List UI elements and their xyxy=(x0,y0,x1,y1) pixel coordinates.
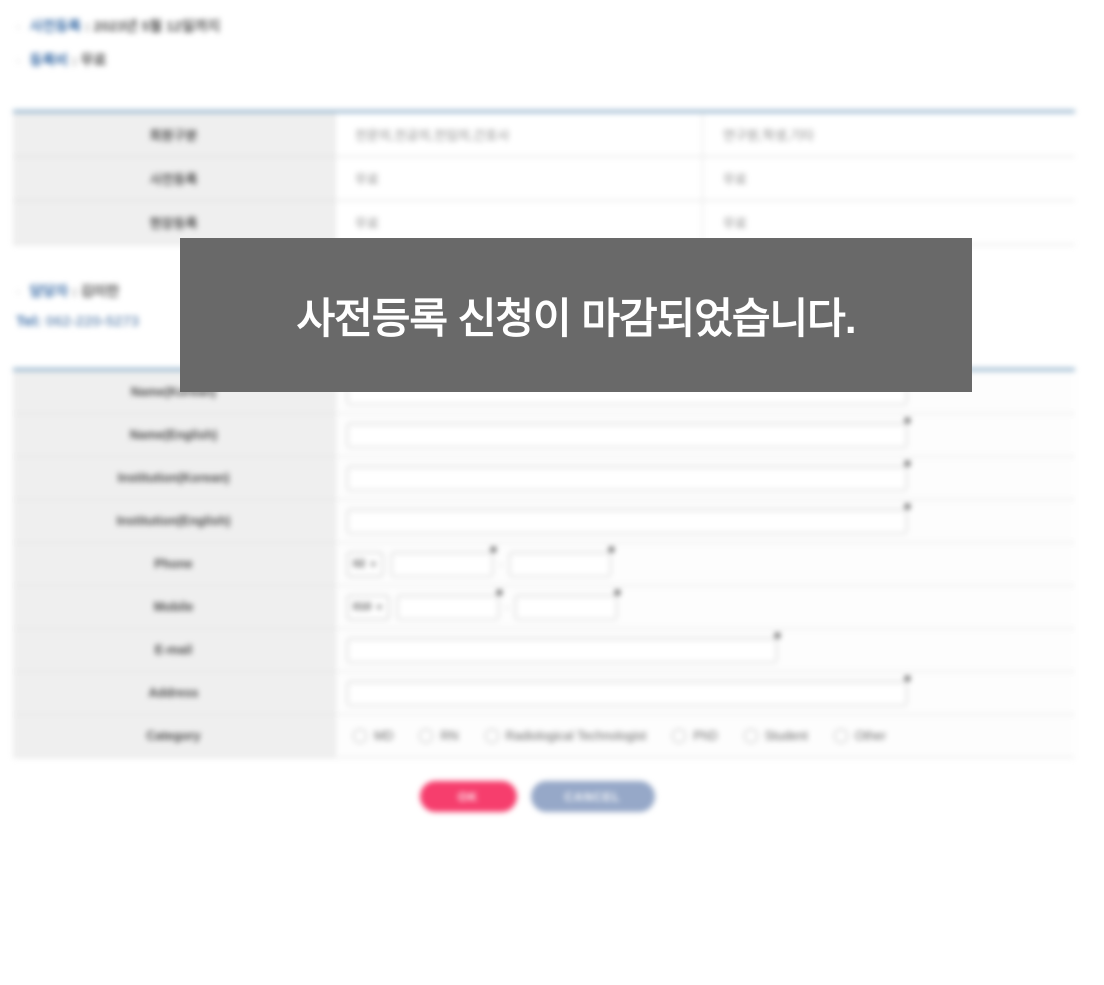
manager-label: 담당자 xyxy=(29,283,69,299)
chevron-down-icon: ▼ xyxy=(375,602,384,612)
dash-separator: - xyxy=(499,557,504,571)
address-input[interactable] xyxy=(347,680,907,706)
form-row-category: Category MD RN Radiological xyxy=(13,715,1075,758)
table-row: 회원구분 전문의,전공의,전임의,간호사 연구원,학생,기타 xyxy=(13,113,1075,157)
required-mark xyxy=(905,675,910,681)
required-mark xyxy=(497,589,503,595)
email-input[interactable] xyxy=(347,637,777,663)
mobile-prefix-selected: 010 xyxy=(353,601,372,613)
form-row-name-english: Name(English) xyxy=(13,414,1075,457)
registration-closed-message: 사전등록 신청이 마감되었습니다. xyxy=(296,294,857,342)
institution-korean-input[interactable] xyxy=(347,465,907,491)
ok-button[interactable]: OK xyxy=(419,781,517,812)
fee-row-header: 사전등록 xyxy=(13,157,335,200)
radio-icon xyxy=(833,729,848,743)
required-mark xyxy=(905,460,910,466)
field-label: Address xyxy=(13,672,335,714)
table-row: 현장등록 무료 무료 xyxy=(13,201,1075,245)
fee-cell: 무료 xyxy=(335,201,703,244)
prereg-label: 사전등록 xyxy=(29,18,82,34)
tel-line: Tel: 062-220-5273 xyxy=(16,313,139,330)
phone-area-select[interactable]: 02 ▼ xyxy=(347,551,384,577)
tel-number: 062-220-5273 xyxy=(45,313,140,330)
bullet: · xyxy=(16,52,21,68)
fee-cell: 무료 xyxy=(703,201,1075,244)
fee-cell: 전문의,전공의,전임의,간호사 xyxy=(335,113,703,156)
prereg-deadline-line: · 사전등록 : 2023년 5월 12일까지 xyxy=(16,16,220,36)
category-radio-md[interactable]: MD xyxy=(353,729,393,743)
phone-last-input[interactable] xyxy=(509,551,612,577)
field-label: Phone xyxy=(13,543,335,585)
fee-table: 회원구분 전문의,전공의,전임의,간호사 연구원,학생,기타 사전등록 무료 무… xyxy=(13,110,1075,245)
fee-row-header: 회원구분 xyxy=(13,113,335,156)
mobile-last-input[interactable] xyxy=(515,594,618,620)
registration-closed-banner: 사전등록 신청이 마감되었습니다. xyxy=(180,238,972,392)
category-radio-radiological-technologist[interactable]: Radiological Technologist xyxy=(484,729,647,743)
fee-cell: 연구원,학생,기타 xyxy=(703,113,1075,156)
radio-label: Student xyxy=(764,729,808,743)
category-radio-rn[interactable]: RN xyxy=(419,729,459,743)
fee-label: 등록비 xyxy=(29,52,69,68)
bullet: · xyxy=(16,283,21,299)
field-label: Name(English) xyxy=(13,414,335,456)
required-mark xyxy=(609,546,615,552)
required-mark xyxy=(615,589,621,595)
phone-area-selected: 02 xyxy=(353,558,366,570)
form-actions: OK CANCEL xyxy=(0,781,1104,812)
category-radio-phd[interactable]: PhD xyxy=(672,729,718,743)
prereg-value: : 2023년 5월 12일까지 xyxy=(84,18,221,34)
field-label: Category xyxy=(13,715,335,757)
bullet: · xyxy=(16,18,21,34)
radio-icon xyxy=(743,729,758,743)
form-row-institution-english: Institution(English) xyxy=(13,500,1075,543)
manager-line: · 담당자 : 김미란 xyxy=(16,281,119,301)
field-label: Mobile xyxy=(13,586,335,628)
radio-label: Other xyxy=(854,729,887,743)
registration-form: Name(Korean) Name(English) Institution(K… xyxy=(13,368,1075,758)
fee-line: · 등록비 : 무료 xyxy=(16,50,106,70)
table-row: 사전등록 무료 무료 xyxy=(13,157,1075,201)
fee-cell: 무료 xyxy=(335,157,703,200)
radio-icon xyxy=(419,729,434,743)
category-radio-other[interactable]: Other xyxy=(833,729,887,743)
radio-label: PhD xyxy=(693,729,718,743)
mobile-mid-input[interactable] xyxy=(397,594,500,620)
form-row-institution-korean: Institution(Korean) xyxy=(13,457,1075,500)
dash-separator: - xyxy=(505,600,510,614)
required-mark xyxy=(905,503,910,509)
tel-label: Tel: xyxy=(16,313,42,330)
fee-cell: 무료 xyxy=(703,157,1075,200)
required-mark xyxy=(905,417,910,423)
institution-english-input[interactable] xyxy=(347,508,907,534)
fee-value: : 무료 xyxy=(72,52,107,68)
chevron-down-icon: ▼ xyxy=(369,559,378,569)
radio-icon xyxy=(672,729,687,743)
name-english-input[interactable] xyxy=(347,422,907,448)
field-label: Institution(Korean) xyxy=(13,457,335,499)
category-radio-group: MD RN Radiological Technologist PhD xyxy=(347,729,886,743)
required-mark xyxy=(491,546,497,552)
form-row-address: Address xyxy=(13,672,1075,715)
radio-label: Radiological Technologist xyxy=(505,729,647,743)
field-label: Institution(English) xyxy=(13,500,335,542)
required-mark xyxy=(775,632,780,638)
form-row-email: E-mail xyxy=(13,629,1075,672)
phone-mid-input[interactable] xyxy=(391,551,494,577)
form-row-mobile: Mobile 010 ▼ - xyxy=(13,586,1075,629)
radio-label: RN xyxy=(440,729,459,743)
manager-value: : 김미란 xyxy=(72,283,120,299)
radio-icon xyxy=(484,729,499,743)
radio-label: MD xyxy=(374,729,394,743)
radio-icon xyxy=(353,729,367,743)
cancel-button[interactable]: CANCEL xyxy=(530,781,655,812)
form-row-phone: Phone 02 ▼ - xyxy=(13,543,1075,586)
fee-row-header: 현장등록 xyxy=(13,201,335,244)
category-radio-student[interactable]: Student xyxy=(743,729,808,743)
field-label: E-mail xyxy=(13,629,335,671)
mobile-prefix-select[interactable]: 010 ▼ xyxy=(347,594,390,620)
